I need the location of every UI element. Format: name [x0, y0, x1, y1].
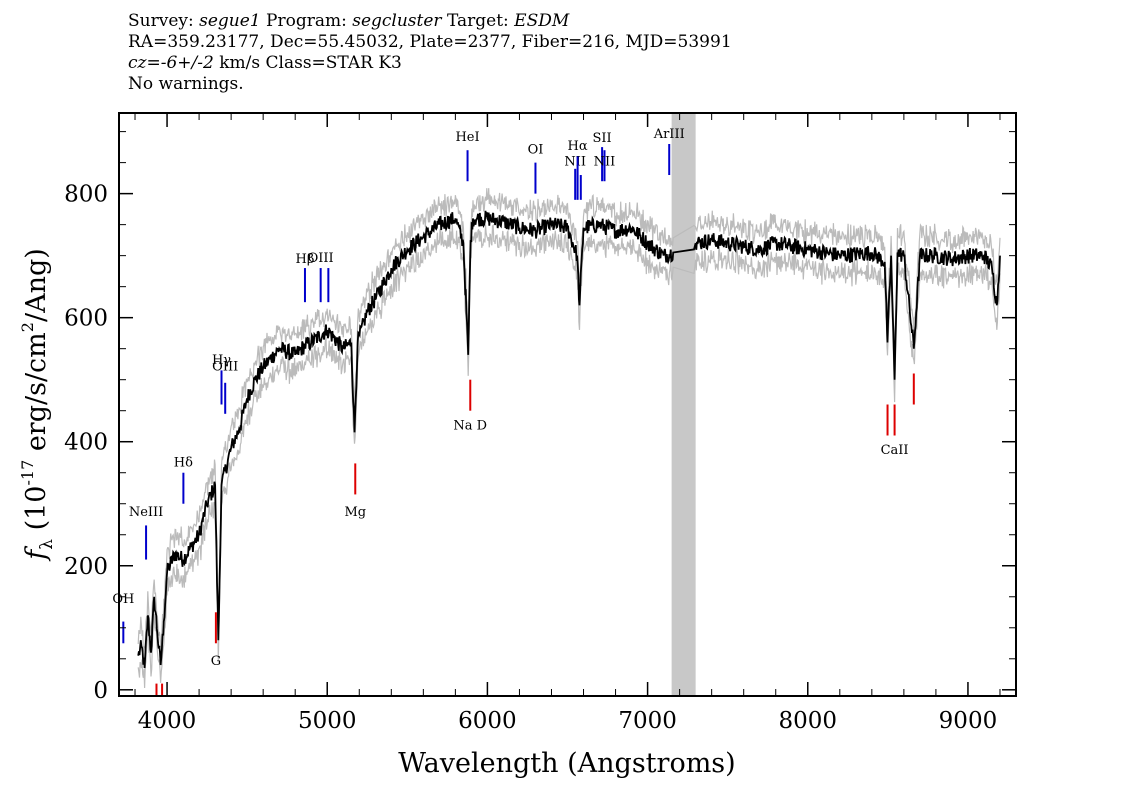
y-axis-label-exp: -17 [18, 460, 37, 486]
line-marker-label: OIII [308, 251, 334, 266]
x-tick-label: 5000 [298, 708, 357, 734]
line-marker-label: ArIII [653, 127, 685, 142]
error-band-layer [137, 188, 1001, 689]
y-axis-label-exp2: 2 [18, 322, 37, 332]
line-marker-Mg: Mg [344, 463, 366, 520]
line-marker-NeIII: NeIII [129, 505, 163, 560]
line-marker-label: Hα [568, 139, 588, 154]
line-marker-label: NeIII [129, 505, 163, 520]
x-tick-label: 4000 [138, 708, 197, 734]
line-marker-label: Hβ [296, 252, 315, 267]
error-band [137, 188, 1001, 689]
header-line-redshift: cz=-6+/-2 km/s Class=STAR K3 [128, 53, 732, 74]
line-marker-label: SII [593, 131, 612, 146]
y-tick-label: 0 [93, 678, 108, 704]
target-value: ESDM [514, 11, 570, 31]
x-tick-label: 6000 [458, 708, 517, 734]
line-marker-ArIII: ArIII [653, 127, 685, 176]
line-marker-label: OH [112, 592, 134, 607]
flux-series-line [137, 210, 1001, 669]
masked-region [671, 113, 696, 696]
x-tick-label: 7000 [618, 708, 677, 734]
error-band-upper [137, 188, 1001, 652]
y-axis-label-rest: (10 [21, 486, 52, 539]
y-tick-label: 400 [64, 430, 108, 456]
line-marker-Halpha: Hα [568, 139, 588, 200]
line-marker-OH: OH [112, 592, 134, 644]
line-marker-NaD: Na D [453, 379, 487, 433]
y-axis-label: fλ (10-17 erg/s/cm2/Ang) [18, 248, 57, 562]
line-marker-label: NII [594, 155, 616, 170]
line-marker-label: OIII [212, 359, 238, 374]
program-value: segcluster [352, 11, 442, 31]
line-marker-label: HeI [455, 130, 479, 145]
line-marker-label: NII [564, 155, 586, 170]
plot-frame [118, 112, 1017, 697]
y-axis-label-end: /Ang) [21, 248, 52, 322]
error-band-lower [137, 223, 1001, 689]
line-marker-label: OI [528, 142, 544, 157]
line-marker-Hbeta: Hβ [296, 252, 315, 303]
cz-label: cz [128, 53, 147, 73]
line-marker-SII_6731: NII [594, 150, 616, 182]
line-marker-Hgamma: Hγ [212, 353, 231, 405]
x-tick-label: 9000 [939, 708, 998, 734]
line-marker-OI: OI [528, 142, 544, 194]
line-marker-label: Mg [344, 505, 366, 520]
line-marker-label: CaII [881, 443, 909, 458]
header-line-warnings: No warnings. [128, 74, 244, 94]
line-marker-HeI: HeI [455, 130, 480, 182]
header-line-survey: Survey: segue1 Program: segcluster Targe… [128, 11, 732, 32]
masked-region-layer [671, 113, 696, 696]
cz-value: =-6+/-2 [146, 53, 214, 73]
survey-label: Survey: [128, 11, 200, 31]
line-marker-layer: OHNeIIIHδHγOIIIHβOIIIHeIOINIIHαSIINIIArI… [112, 127, 915, 696]
x-tick-label: 8000 [778, 708, 837, 734]
class-text: km/s Class=STAR K3 [213, 53, 402, 73]
survey-value: segue1 [199, 11, 261, 31]
spectrum-header: Survey: segue1 Program: segcluster Targe… [128, 11, 732, 95]
axis-tick-layer: 4000 5000 6000 7000 8000 9000 0 200 400 600 800 [64, 113, 1016, 734]
line-marker-SII_6716: SII [593, 131, 612, 182]
y-axis-label-units: erg/s/cm [21, 332, 52, 460]
line-marker-Hdelta: Hδ [174, 456, 193, 504]
line-marker-OIII_4959: OIII [308, 251, 334, 303]
target-label: Target: [441, 11, 515, 31]
line-marker-G: G [211, 612, 221, 669]
line-marker-label: Hδ [174, 456, 193, 471]
x-axis-label: Wavelength (Angstroms) [398, 748, 735, 779]
y-axis-label-sub: λ [37, 539, 57, 550]
header-line-coordinates: RA=359.23177, Dec=55.45032, Plate=2377, … [128, 32, 732, 52]
line-marker-label: Na D [453, 418, 487, 433]
y-tick-label: 200 [64, 554, 108, 580]
line-marker-NII_6548: NII [564, 155, 586, 200]
line-marker-OIII_4363: OIII [212, 359, 238, 414]
line-marker-CaII_8542: CaII [881, 404, 909, 458]
y-tick-label: 800 [64, 182, 108, 208]
line-marker-label: G [211, 654, 221, 669]
y-tick-label: 600 [64, 306, 108, 332]
flux-line-layer [137, 210, 1001, 669]
program-label: Program: [260, 11, 353, 31]
line-marker-label: Hγ [212, 353, 231, 368]
